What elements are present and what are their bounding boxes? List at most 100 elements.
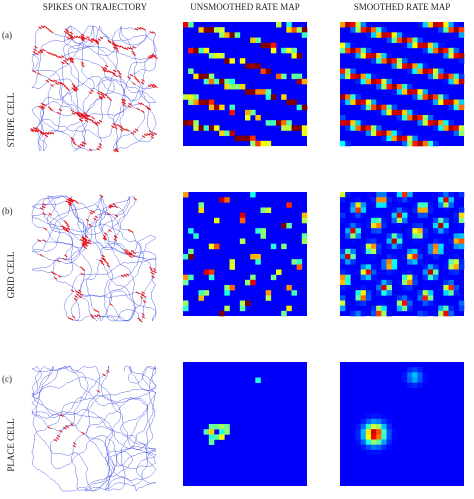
rate-map-cell [345, 42, 351, 49]
rate-map-cell [360, 424, 367, 430]
rate-map-cell [407, 279, 413, 286]
column-header: SMOOTHED RATE MAP [354, 2, 451, 12]
rate-map-cell [412, 372, 418, 378]
rate-map-cell [427, 264, 434, 270]
rate-map-cell [458, 264, 465, 270]
rate-map-cell [371, 32, 377, 38]
rate-map-cell [340, 217, 346, 224]
spike [132, 53, 136, 56]
spike [66, 224, 70, 228]
spike [43, 103, 47, 107]
spike [114, 126, 118, 130]
rate-map-cell [381, 84, 387, 90]
rate-map-cell [214, 434, 220, 440]
row-name: GRID CELL [6, 252, 16, 299]
rate-map-cell [443, 217, 449, 224]
spike [129, 47, 134, 50]
spike [113, 238, 117, 242]
rate-map-cell [245, 109, 251, 116]
rate-map-cell [386, 259, 392, 265]
trajectory [31, 25, 157, 152]
rate-map-cell [365, 269, 372, 275]
rate-map-cell [296, 27, 303, 33]
rate-map-cell [208, 73, 215, 80]
spike [122, 101, 126, 105]
rate-map-cell [407, 135, 413, 142]
spike [91, 116, 95, 120]
spike [63, 59, 67, 63]
rate-map-cell [301, 233, 308, 239]
rate-map-cell [391, 212, 398, 219]
rate-map-cell [365, 274, 372, 281]
rate-map-cell [458, 125, 465, 131]
spike [95, 41, 100, 45]
spike [81, 242, 85, 246]
spike [132, 82, 136, 86]
rate-map-cell [433, 68, 439, 74]
rate-map-cell [448, 78, 454, 85]
rate-map-cell [402, 269, 408, 275]
rate-map-cell [340, 269, 346, 275]
rate-map-cell [381, 197, 387, 203]
rate-map-cell [422, 290, 429, 296]
rate-map-cell [386, 233, 392, 239]
rate-map-cell [407, 377, 413, 383]
rate-map-cell [365, 444, 372, 451]
spike [98, 143, 103, 146]
spike [67, 57, 72, 61]
spike [32, 70, 37, 74]
rate-map-cell [340, 279, 346, 286]
rate-map-cell [371, 449, 377, 456]
rate-map-cell [265, 89, 272, 95]
rate-map-cell [458, 32, 465, 38]
rate-map-cell [422, 207, 429, 213]
rate-map-cell [381, 109, 387, 116]
spike [144, 105, 149, 109]
rate-map-cell [365, 223, 372, 229]
spike [151, 54, 156, 58]
spike [90, 118, 94, 122]
rate-map-cell [417, 120, 423, 126]
rate-map-cell [376, 32, 382, 38]
rate-map-cell [453, 217, 460, 224]
rate-map-cell [301, 217, 308, 224]
spike [151, 53, 156, 57]
spike [134, 27, 139, 31]
spike [100, 66, 105, 70]
rate-map-cell [433, 238, 439, 244]
rate-map-cell [386, 104, 392, 111]
rate-map-cell [365, 429, 372, 435]
rate-map-cell [219, 197, 225, 203]
rate-map-cell [448, 192, 454, 198]
rate-map-cell [448, 73, 454, 80]
rate-map-cell [391, 264, 398, 270]
rate-map-cell [355, 207, 361, 213]
rate-map-cell [355, 295, 361, 301]
rate-map-cell [417, 259, 423, 265]
rate-map-cell [402, 42, 408, 49]
rate-map-cell [265, 207, 272, 213]
rate-map-cell [391, 233, 398, 239]
rate-map-cell [396, 243, 403, 250]
rate-map-cell [198, 27, 204, 33]
rate-map-cell [412, 207, 418, 213]
spike [113, 123, 118, 127]
rate-map-cell [376, 429, 382, 435]
spike [135, 77, 139, 81]
rate-map-cell [376, 223, 382, 229]
spike [69, 34, 73, 38]
rate-map-cell [350, 99, 356, 105]
rate-map-cell [376, 212, 382, 219]
rate-map-cell [417, 310, 423, 317]
rate-map-cell [360, 248, 367, 255]
spike [151, 275, 155, 279]
rate-map-cell [224, 32, 230, 38]
rate-map-cell [458, 238, 465, 244]
rate-map-cell [281, 120, 287, 126]
rate-map-cell [458, 300, 465, 306]
rate-map-cell [350, 53, 356, 59]
rate-map-cell [386, 109, 392, 116]
spike [66, 32, 71, 36]
rate-map-cell [265, 290, 272, 296]
spike [121, 101, 125, 105]
